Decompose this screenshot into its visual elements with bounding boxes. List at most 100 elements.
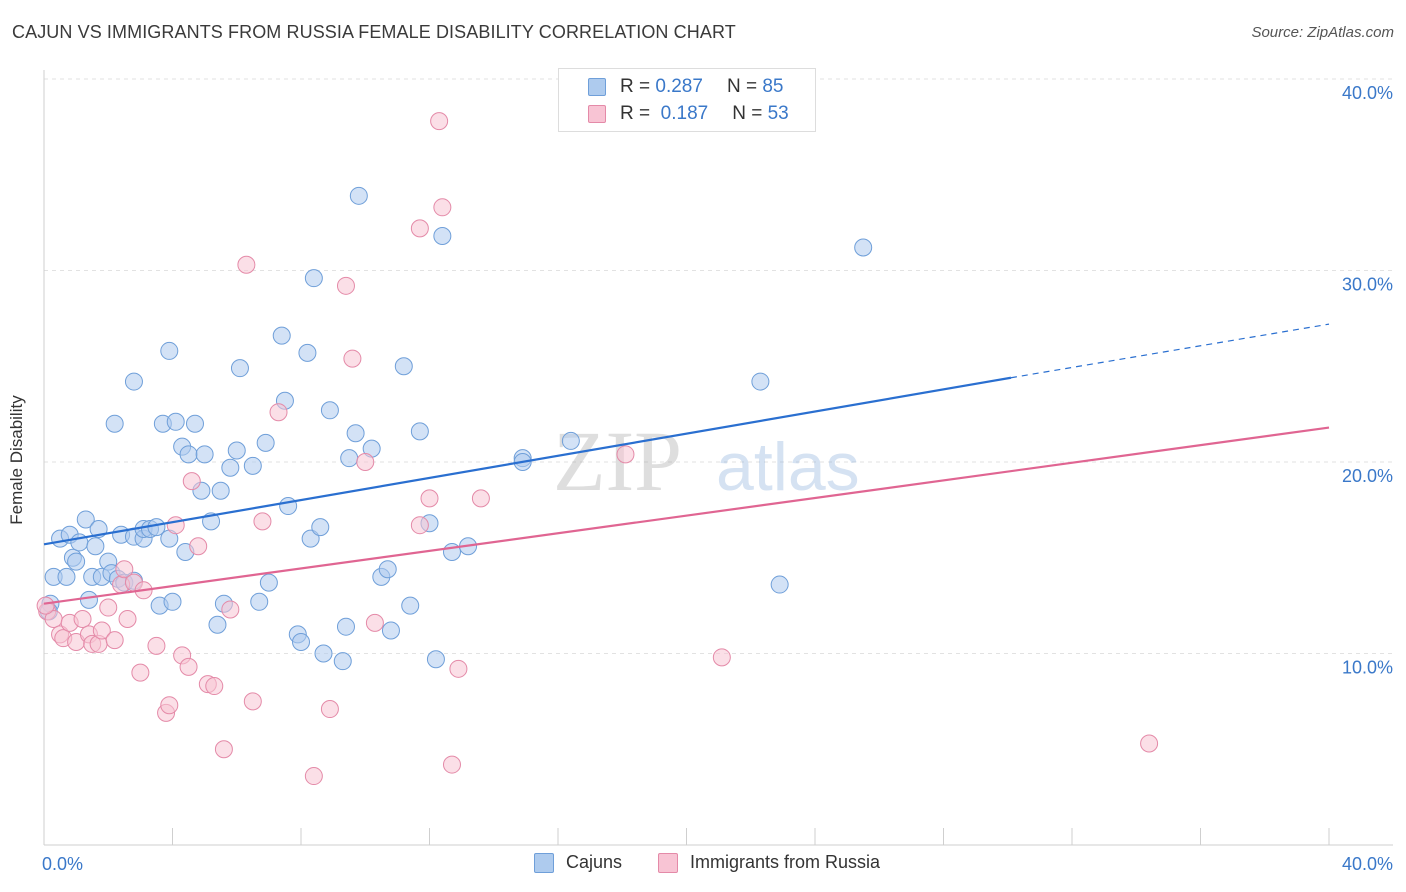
legend-swatch-cajuns: [534, 852, 554, 873]
data-point: [256, 433, 275, 452]
data-point: [426, 650, 445, 669]
data-point: [166, 516, 185, 535]
data-point: [420, 489, 439, 508]
data-point: [253, 512, 272, 531]
data-point: [304, 767, 323, 786]
legend-n-label: N =: [726, 76, 758, 97]
data-point: [442, 755, 461, 774]
legend-swatch-russia: [658, 852, 678, 873]
data-point: [471, 489, 490, 508]
data-point: [346, 424, 365, 443]
data-point: [118, 610, 137, 629]
data-point: [67, 552, 86, 571]
data-point: [430, 112, 449, 131]
data-point: [854, 238, 873, 257]
legend-n-value-russia: 53: [767, 103, 789, 124]
legend-item-russia[interactable]: Immigrants from Russia: [658, 852, 880, 873]
legend-label-russia: Immigrants from Russia: [690, 852, 881, 872]
data-point: [279, 497, 298, 516]
data-point: [99, 598, 118, 617]
data-point: [349, 186, 368, 205]
data-point: [79, 590, 98, 609]
data-point: [115, 560, 134, 579]
data-point: [86, 537, 105, 556]
data-point: [410, 422, 429, 441]
data-point: [73, 610, 92, 629]
legend-r-value-cajuns: 0.287: [655, 76, 703, 97]
data-point: [124, 372, 143, 391]
data-point: [356, 453, 375, 471]
trend-lines: [43, 323, 1330, 605]
data-point: [163, 592, 182, 611]
watermark-atlas: atlas: [716, 429, 860, 505]
data-point: [712, 648, 731, 667]
data-point: [237, 255, 256, 274]
data-point: [179, 445, 198, 464]
data-point: [195, 445, 214, 464]
data-point: [449, 659, 468, 678]
data-point: [301, 529, 320, 548]
data-point: [230, 359, 249, 378]
data-point: [401, 596, 420, 615]
data-point: [243, 692, 262, 711]
data-point: [365, 613, 384, 632]
legend-swatch-cajuns: [588, 78, 606, 96]
data-point: [292, 633, 310, 652]
data-point: [770, 575, 789, 594]
data-point: [76, 510, 95, 529]
data-point: [182, 472, 201, 491]
trend-line-extension: [1010, 323, 1330, 379]
data-point: [105, 631, 124, 650]
watermark-zip: ZIP: [553, 413, 682, 509]
data-point: [211, 481, 230, 500]
data-point: [227, 441, 246, 460]
data-point: [298, 343, 317, 362]
stats-legend: R = 0.287 N = 85 R = 0.187 N = 53: [558, 68, 816, 132]
data-point: [214, 740, 233, 759]
data-point: [131, 663, 150, 682]
source-label: Source: ZipAtlas.com: [1251, 24, 1394, 41]
legend-item-cajuns[interactable]: Cajuns: [534, 852, 622, 873]
data-point: [394, 357, 413, 376]
data-point: [320, 700, 339, 719]
data-point: [185, 414, 204, 433]
legend-n-value-cajuns: 85: [762, 76, 784, 97]
data-point: [105, 414, 124, 433]
data-point: [343, 349, 362, 368]
data-point: [336, 276, 355, 295]
data-point: [433, 227, 452, 246]
y-tick-label: 10.0%: [1342, 658, 1393, 678]
legend-row-russia: R = 0.187 N = 53: [559, 101, 789, 127]
data-point: [311, 518, 330, 537]
x-tick-label-max: 40.0%: [1342, 854, 1393, 874]
data-point: [57, 567, 76, 586]
data-point: [205, 677, 224, 696]
data-point: [92, 621, 111, 640]
chart-title: CAJUN VS IMMIGRANTS FROM RUSSIA FEMALE D…: [12, 22, 736, 42]
data-point: [336, 617, 355, 636]
legend-r-label: R =: [620, 76, 651, 97]
data-point: [189, 537, 208, 556]
data-point: [147, 636, 166, 655]
data-point: [221, 458, 240, 477]
data-point: [272, 326, 291, 345]
data-point: [410, 219, 429, 238]
data-point: [1140, 734, 1159, 753]
y-tick-labels: 10.0% 20.0% 30.0% 40.0%: [1342, 83, 1393, 678]
data-point: [378, 560, 397, 579]
y-tick-label: 20.0%: [1342, 466, 1393, 486]
series-russia-points: [36, 112, 1159, 786]
watermark: ZIP atlas: [553, 413, 860, 509]
data-point: [433, 198, 452, 217]
data-point: [340, 449, 359, 468]
data-point: [221, 600, 240, 619]
trend-line-russia: [43, 426, 1330, 605]
y-tick-label: 40.0%: [1342, 83, 1393, 103]
data-point: [243, 456, 262, 475]
data-point: [320, 401, 339, 420]
legend-r-label: R =: [620, 103, 651, 124]
data-point: [160, 341, 179, 360]
data-point: [259, 573, 278, 592]
legend-n-label: N =: [732, 103, 763, 124]
